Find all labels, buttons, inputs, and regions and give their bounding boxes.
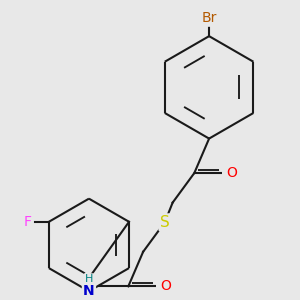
Text: H: H [85,274,93,284]
Text: Br: Br [201,11,217,26]
Text: F: F [23,215,31,229]
Text: N: N [83,284,95,298]
Text: S: S [160,215,169,230]
Text: O: O [226,166,237,180]
Text: O: O [160,279,171,293]
